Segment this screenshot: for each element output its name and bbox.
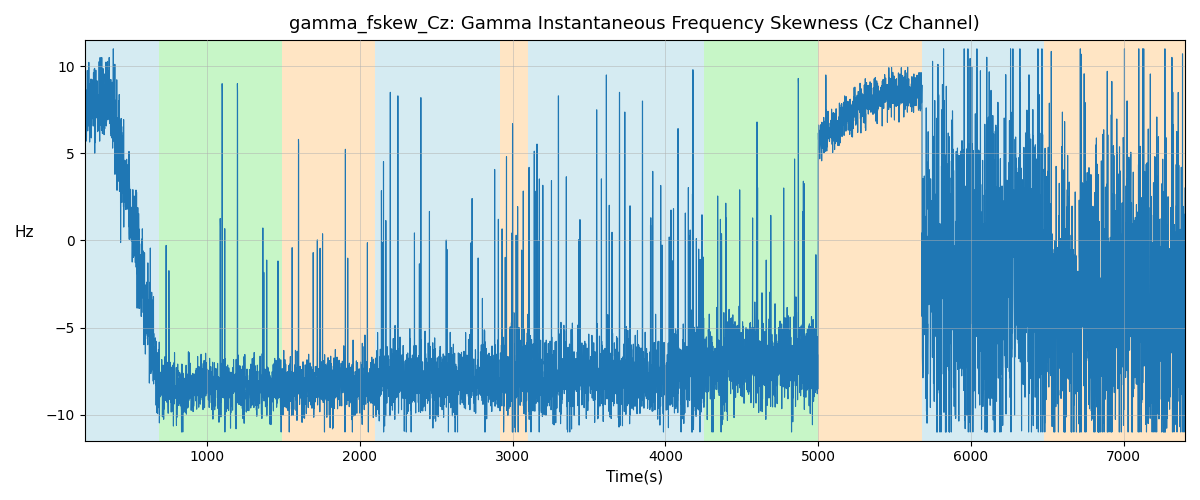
Bar <box>282 40 374 440</box>
Title: gamma_fskew_Cz: Gamma Instantaneous Frequency Skewness (Cz Channel): gamma_fskew_Cz: Gamma Instantaneous Freq… <box>289 15 980 34</box>
Bar <box>160 40 282 440</box>
Bar <box>818 40 922 440</box>
Bar <box>374 40 485 440</box>
Bar <box>84 40 160 440</box>
Bar <box>500 40 528 440</box>
X-axis label: Time(s): Time(s) <box>606 470 664 485</box>
Bar <box>922 40 1044 440</box>
Bar <box>485 40 500 440</box>
Bar <box>689 40 703 440</box>
Bar <box>703 40 818 440</box>
Bar <box>528 40 689 440</box>
Y-axis label: Hz: Hz <box>14 226 35 240</box>
Bar <box>1044 40 1184 440</box>
